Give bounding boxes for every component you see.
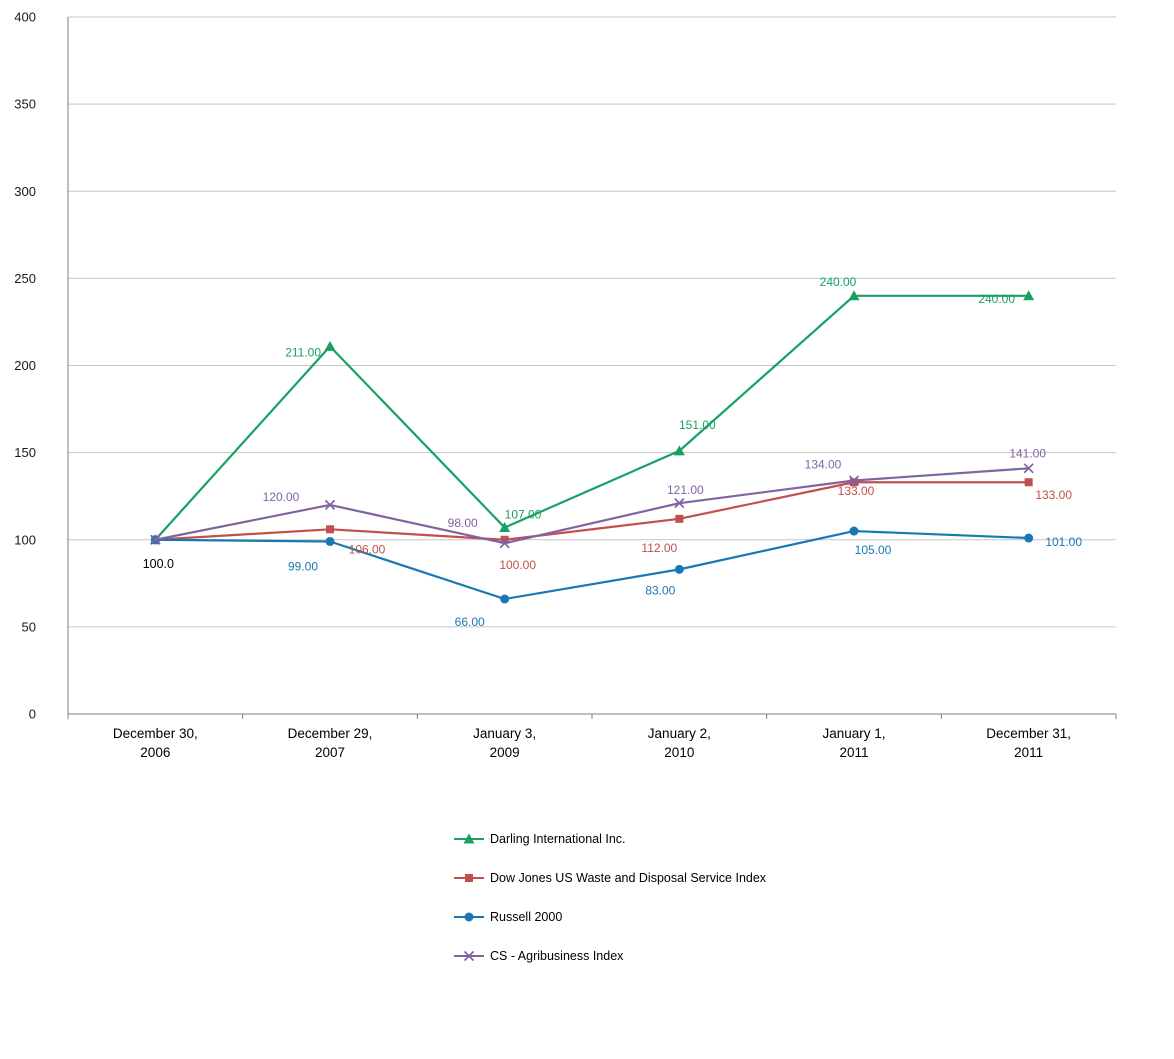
legend-label: CS - Agribusiness Index	[490, 948, 624, 963]
svg-text:121.00: 121.00	[667, 483, 704, 497]
svg-text:99.00: 99.00	[288, 559, 318, 573]
svg-text:211.00: 211.00	[285, 345, 321, 359]
x-axis-ticks	[67, 714, 1117, 719]
svg-text:50: 50	[22, 619, 36, 634]
svg-text:0: 0	[29, 707, 36, 722]
chart-svg: 0 50 100 150 200 250 300 350 400 December 30, 2006…	[14, 10, 1117, 760]
data-labels: 211.00 107.00 151.00 240.00 240.00 106.00 100.…	[143, 275, 1083, 629]
svg-text:98.00: 98.00	[448, 516, 478, 530]
svg-text:100: 100	[14, 532, 36, 547]
svg-text:133.00: 133.00	[838, 484, 875, 498]
svg-text:141.00: 141.00	[1009, 446, 1046, 460]
series-0	[149, 290, 1035, 545]
chart-legend: Darling International Inc. Dow Jones US …	[452, 819, 766, 975]
svg-text:120.00: 120.00	[263, 490, 300, 504]
svg-text:350: 350	[14, 97, 36, 112]
svg-text:250: 250	[14, 271, 36, 286]
first-point-label: 100.0	[143, 557, 174, 571]
svg-text:December 30,2006: December 30, 2006	[113, 726, 198, 760]
legend-marker-cs-agribusiness-icon	[452, 949, 486, 963]
legend-label: Darling International Inc.	[490, 831, 626, 846]
legend-marker-dow-jones-waste-icon	[452, 871, 486, 885]
legend-item: CS - Agribusiness Index	[452, 936, 766, 975]
chart-area: 0 50 100 150 200 250 300 350 400 December 30, 2006…	[14, 10, 1117, 760]
legend-item: Dow Jones US Waste and Disposal Service …	[452, 858, 766, 897]
svg-text:134.00: 134.00	[805, 458, 842, 472]
x-axis-category-labels: December 30, 2006 December 29, 2007 January …	[113, 726, 1071, 760]
series-2	[150, 526, 1034, 604]
svg-text:240.00: 240.00	[978, 292, 1015, 306]
svg-text:100.00: 100.00	[499, 558, 536, 572]
svg-text:December 29,2007: December 29, 2007	[288, 726, 373, 760]
y-axis-tick-labels: 0 50 100 150 200 250 300 350 400	[14, 10, 36, 722]
svg-text:151.00: 151.00	[679, 418, 716, 432]
svg-text:106.00: 106.00	[349, 542, 386, 556]
svg-text:200: 200	[14, 358, 36, 373]
svg-text:January 3,2009: January 3, 2009	[473, 726, 536, 760]
svg-text:December 31,2011: December 31, 2011	[986, 726, 1071, 760]
svg-text:107.00: 107.00	[505, 508, 542, 522]
svg-text:150: 150	[14, 445, 36, 460]
svg-text:101.00: 101.00	[1045, 535, 1082, 549]
svg-text:83.00: 83.00	[645, 583, 675, 597]
svg-text:133.00: 133.00	[1035, 488, 1072, 502]
legend-label: Russell 2000	[490, 909, 563, 924]
gridlines	[68, 16, 1116, 715]
legend-item: Darling International Inc.	[452, 819, 766, 858]
svg-text:240.00: 240.00	[820, 275, 857, 289]
svg-text:105.00: 105.00	[855, 543, 892, 557]
svg-text:January 2,2010: January 2, 2010	[648, 726, 711, 760]
svg-text:112.00: 112.00	[641, 541, 677, 555]
legend-item: Russell 2000	[452, 897, 766, 936]
svg-text:400: 400	[14, 10, 36, 25]
legend-label: Dow Jones US Waste and Disposal Service …	[490, 870, 767, 885]
legend-marker-darling-international-icon	[452, 832, 486, 846]
svg-text:January 1,2011: January 1, 2011	[822, 726, 885, 760]
svg-text:300: 300	[14, 184, 36, 199]
series-3	[150, 463, 1034, 549]
svg-text:66.00: 66.00	[455, 615, 485, 629]
legend-marker-russell-2000-icon	[452, 910, 486, 924]
